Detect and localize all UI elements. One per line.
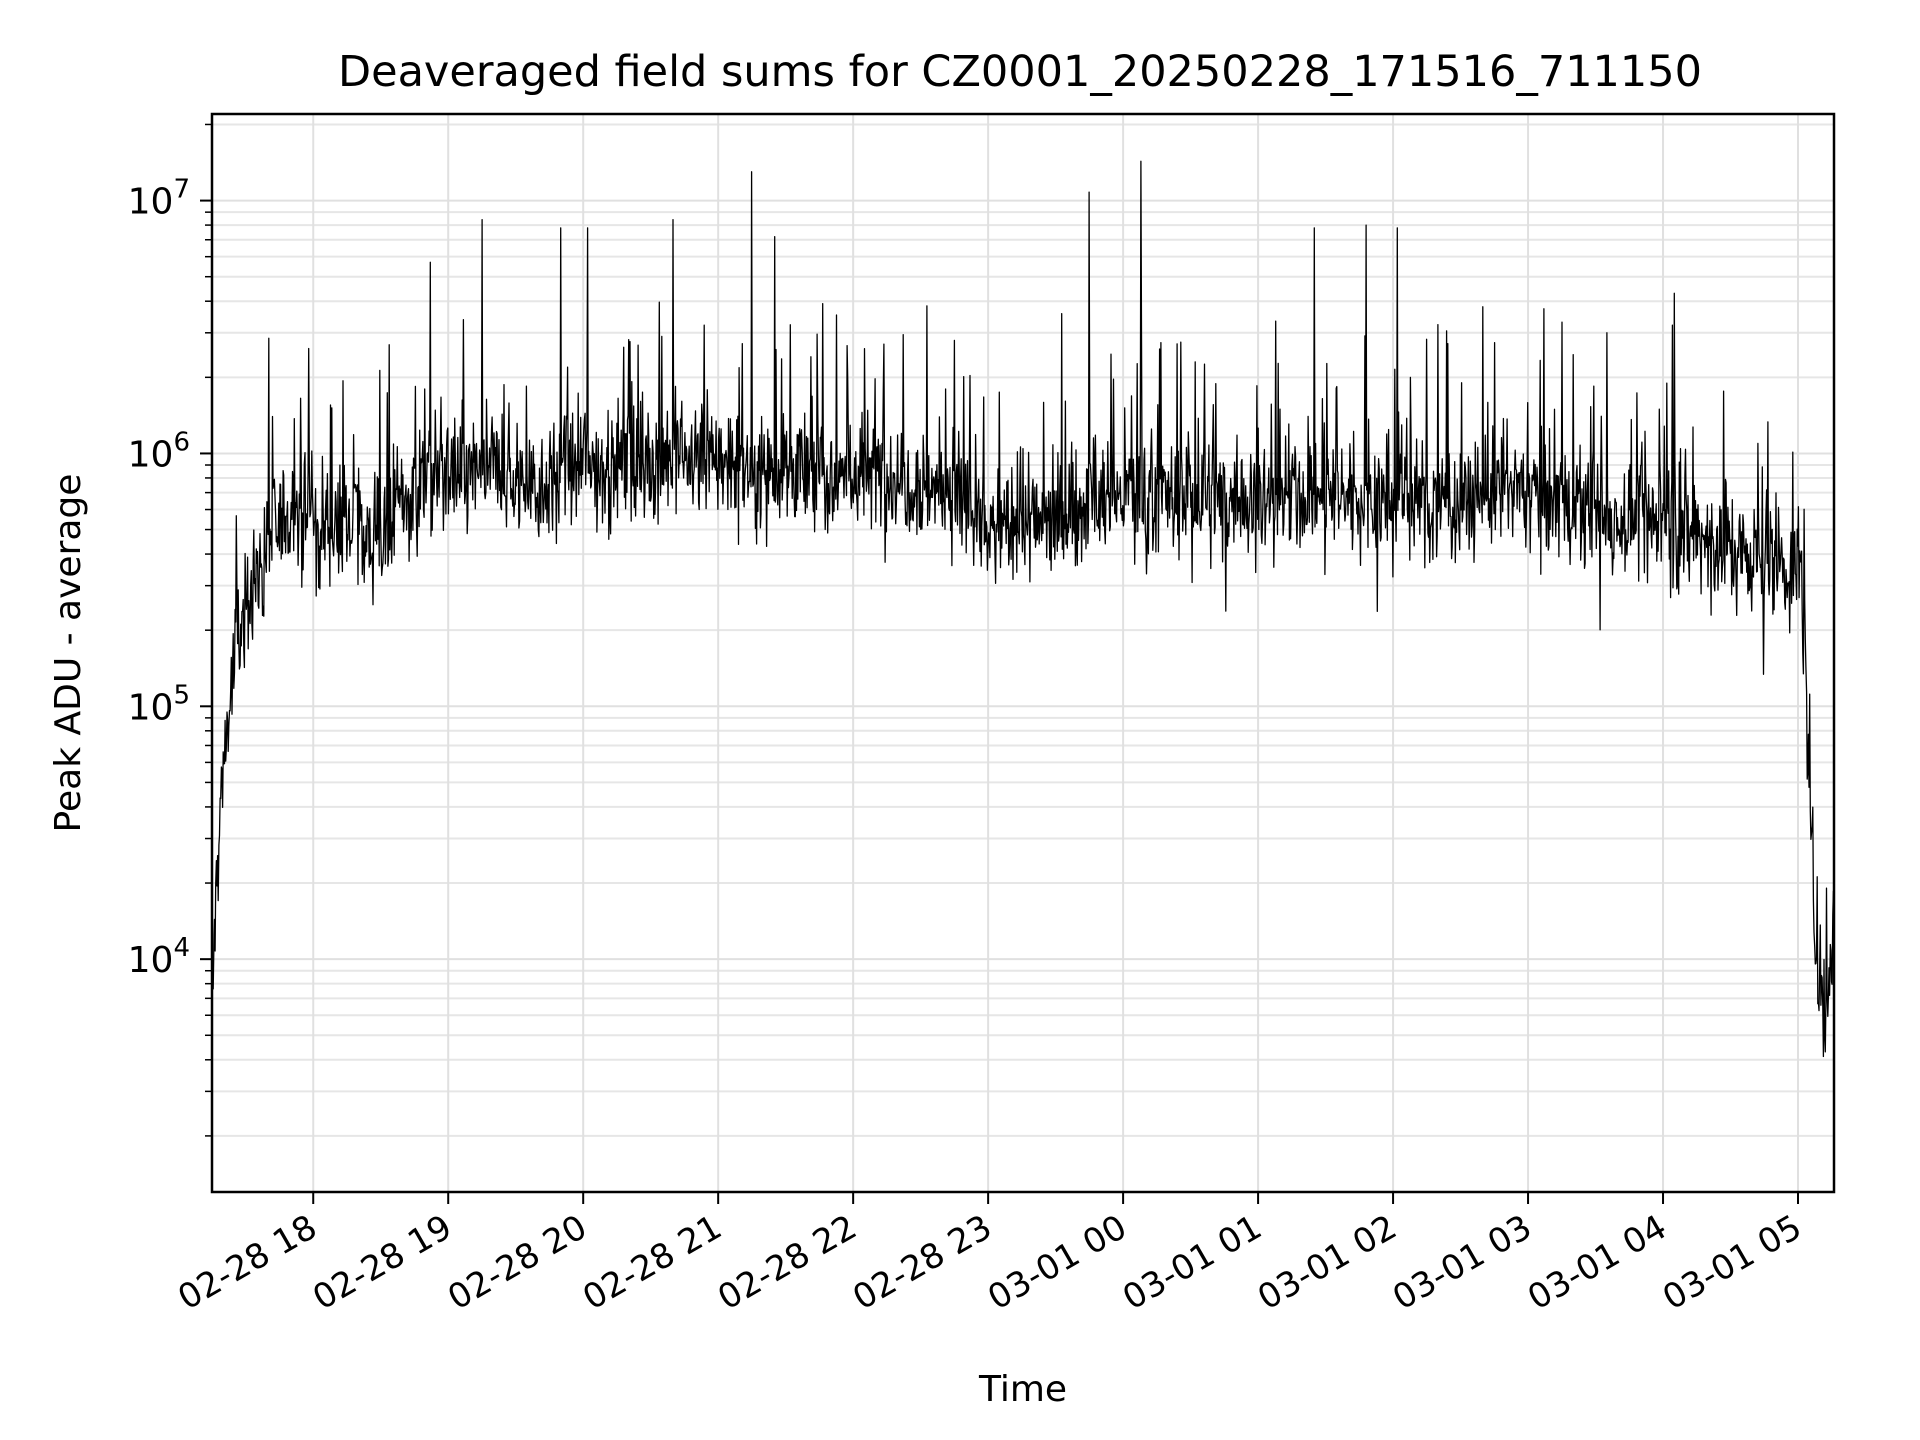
chart-title: Deaveraged field sums for CZ0001_2025022… bbox=[338, 47, 1702, 97]
y-tick-label: 104 bbox=[128, 933, 190, 981]
x-axis-label: Time bbox=[978, 1369, 1067, 1410]
plot-frame bbox=[210, 112, 1836, 1194]
y-tick-label: 106 bbox=[128, 427, 190, 475]
y-tick-label: 105 bbox=[128, 680, 190, 728]
series-line bbox=[211, 160, 1835, 1058]
y-axis-ticks: 104 105 106 107 bbox=[128, 123, 212, 1137]
minor-gridlines bbox=[212, 123, 1834, 1137]
y-tick-label: 107 bbox=[128, 175, 190, 223]
y-axis-label: Peak ADU - average bbox=[48, 474, 89, 833]
major-gridlines bbox=[212, 114, 1834, 1192]
